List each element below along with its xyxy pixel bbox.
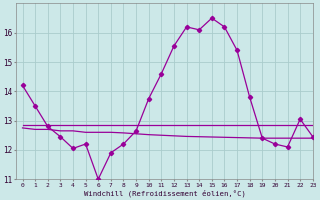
- X-axis label: Windchill (Refroidissement éolien,°C): Windchill (Refroidissement éolien,°C): [84, 189, 245, 197]
